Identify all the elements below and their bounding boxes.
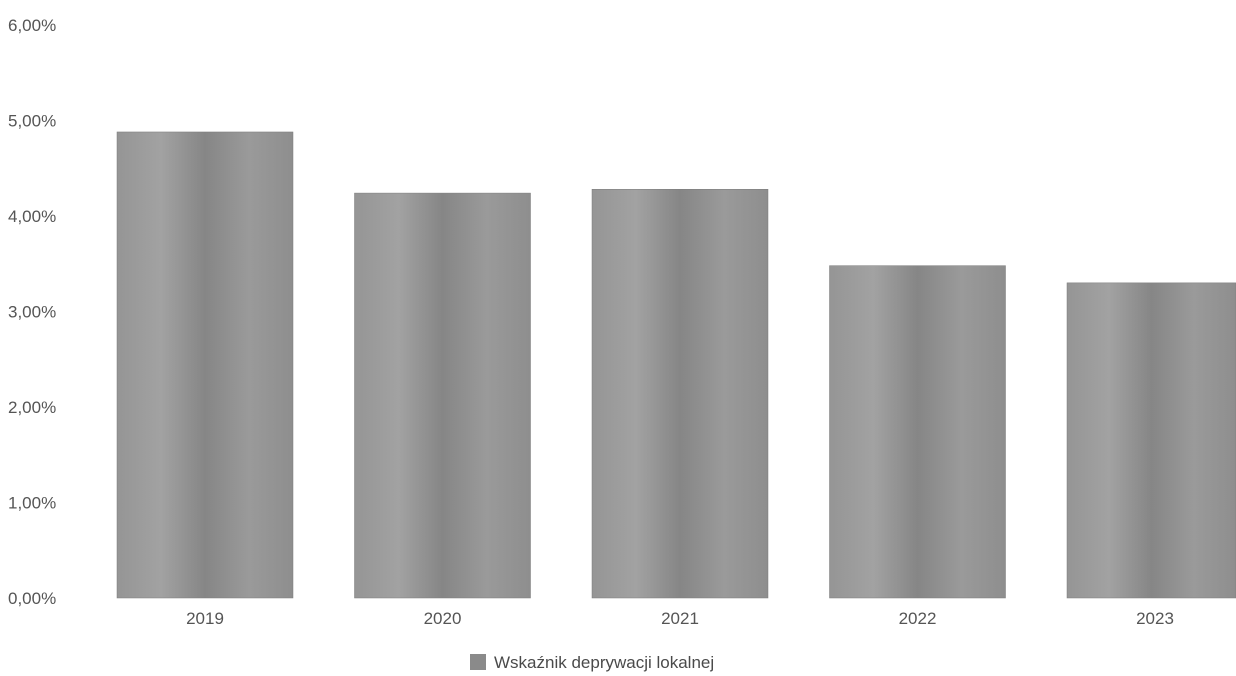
y-tick-label: 3,00%	[8, 303, 56, 322]
legend-label: Wskaźnik deprywacji lokalnej	[494, 653, 714, 672]
y-tick-label: 4,00%	[8, 207, 56, 226]
y-tick-label: 6,00%	[8, 16, 56, 35]
legend: Wskaźnik deprywacji lokalnej	[470, 653, 714, 672]
y-tick-label: 5,00%	[8, 112, 56, 131]
y-axis: 0,00% 1,00% 2,00% 3,00% 4,00% 5,00% 6,00%	[8, 16, 56, 608]
bar-2023	[1066, 282, 1236, 599]
x-tick-label: 2019	[186, 609, 224, 628]
x-tick-label: 2023	[1136, 609, 1174, 628]
bar-2020	[354, 192, 531, 599]
bar-2022	[829, 265, 1006, 599]
x-axis: 2019 2020 2021 2022 2023	[186, 609, 1174, 628]
y-tick-label: 2,00%	[8, 398, 56, 417]
legend-swatch	[470, 654, 486, 670]
y-tick-label: 1,00%	[8, 494, 56, 513]
x-tick-label: 2022	[899, 609, 937, 628]
x-tick-label: 2021	[661, 609, 699, 628]
bars	[116, 131, 1236, 599]
y-tick-label: 0,00%	[8, 589, 56, 608]
bar-2019	[116, 131, 294, 599]
bar-2021	[591, 189, 769, 599]
x-tick-label: 2020	[424, 609, 462, 628]
